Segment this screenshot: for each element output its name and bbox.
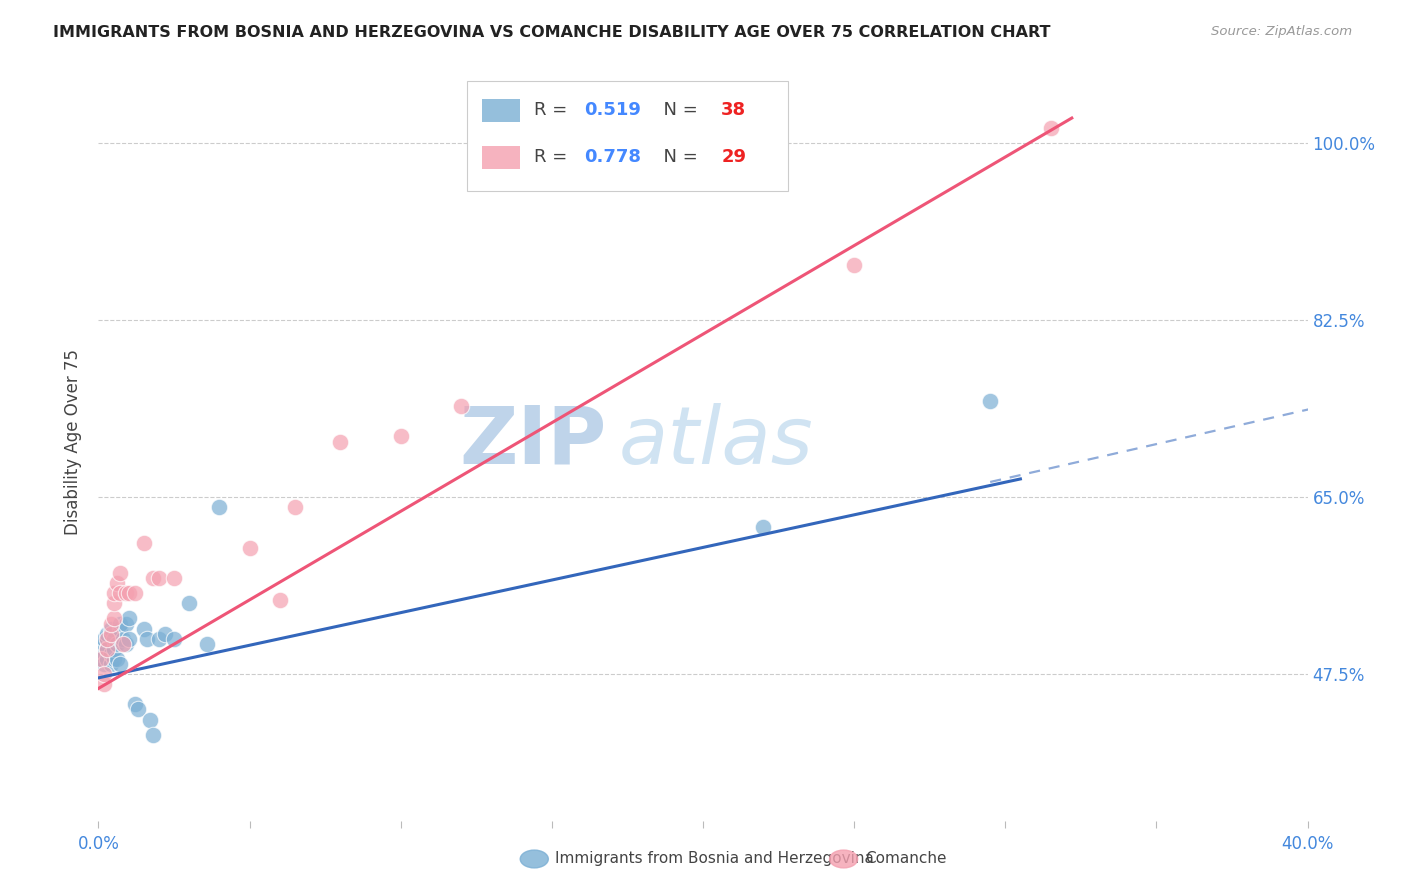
Text: 0.519: 0.519 [585,101,641,120]
Point [100,657,122,671]
Point [329,434,352,449]
Point [124,698,146,712]
Point [1039,121,1062,136]
Point [132,535,155,549]
Point [103,611,125,625]
Point [752,520,775,534]
Text: R =: R = [534,148,572,166]
Text: N =: N = [652,148,704,166]
Point [90,652,112,666]
Point [90,652,112,666]
Point [103,641,125,656]
Point [118,632,141,646]
Text: 38: 38 [721,101,747,120]
Point [93,677,115,691]
Point [100,626,122,640]
Point [108,586,131,600]
Text: 29: 29 [721,148,747,166]
Point [153,626,176,640]
Point [163,571,186,585]
Point [239,541,262,555]
Point [105,576,128,591]
Point [284,500,307,515]
Point [132,622,155,636]
Bar [482,99,520,121]
Point [118,611,141,625]
Point [148,571,170,585]
Point [127,702,149,716]
Point [96,641,118,656]
Text: N =: N = [652,101,704,120]
Point [103,632,125,646]
Point [979,394,1001,409]
Point [100,616,122,631]
Point [103,596,125,610]
Point [269,593,291,607]
Point [108,622,131,636]
Bar [482,145,520,169]
Point [163,632,186,646]
Text: atlas: atlas [619,402,813,481]
Point [114,616,136,631]
Point [111,632,134,646]
Point [208,500,231,515]
Text: ZIP: ZIP [458,402,606,481]
Text: Immigrants from Bosnia and Herzegovina: Immigrants from Bosnia and Herzegovina [555,852,875,866]
Point [103,586,125,600]
Point [108,616,131,631]
Point [103,652,125,666]
Point [139,713,162,727]
Text: Comanche: Comanche [865,852,946,866]
Point [96,641,118,656]
Point [100,647,122,661]
Text: Source: ZipAtlas.com: Source: ZipAtlas.com [1212,25,1353,38]
Point [148,632,170,646]
Point [114,586,136,600]
Point [135,632,157,646]
Point [108,566,131,580]
Text: IMMIGRANTS FROM BOSNIA AND HERZEGOVINA VS COMANCHE DISABILITY AGE OVER 75 CORREL: IMMIGRANTS FROM BOSNIA AND HERZEGOVINA V… [53,25,1050,40]
Point [93,657,115,671]
Point [93,632,115,646]
Point [111,637,134,651]
Point [124,586,146,600]
Bar [467,81,787,191]
Point [142,571,165,585]
Point [844,258,866,272]
Point [93,637,115,651]
Point [108,657,131,671]
Point [195,637,218,651]
Point [118,586,141,600]
Point [90,647,112,661]
Point [142,728,165,742]
Point [389,429,412,443]
Point [179,596,201,610]
Text: R =: R = [534,101,572,120]
Text: 0.778: 0.778 [585,148,641,166]
Point [114,637,136,651]
Point [96,632,118,646]
Point [105,652,128,666]
Point [93,667,115,681]
Point [96,626,118,640]
Point [450,399,472,413]
Point [100,622,122,636]
Point [96,652,118,666]
Point [105,637,128,651]
Y-axis label: Disability Age Over 75: Disability Age Over 75 [65,349,83,534]
